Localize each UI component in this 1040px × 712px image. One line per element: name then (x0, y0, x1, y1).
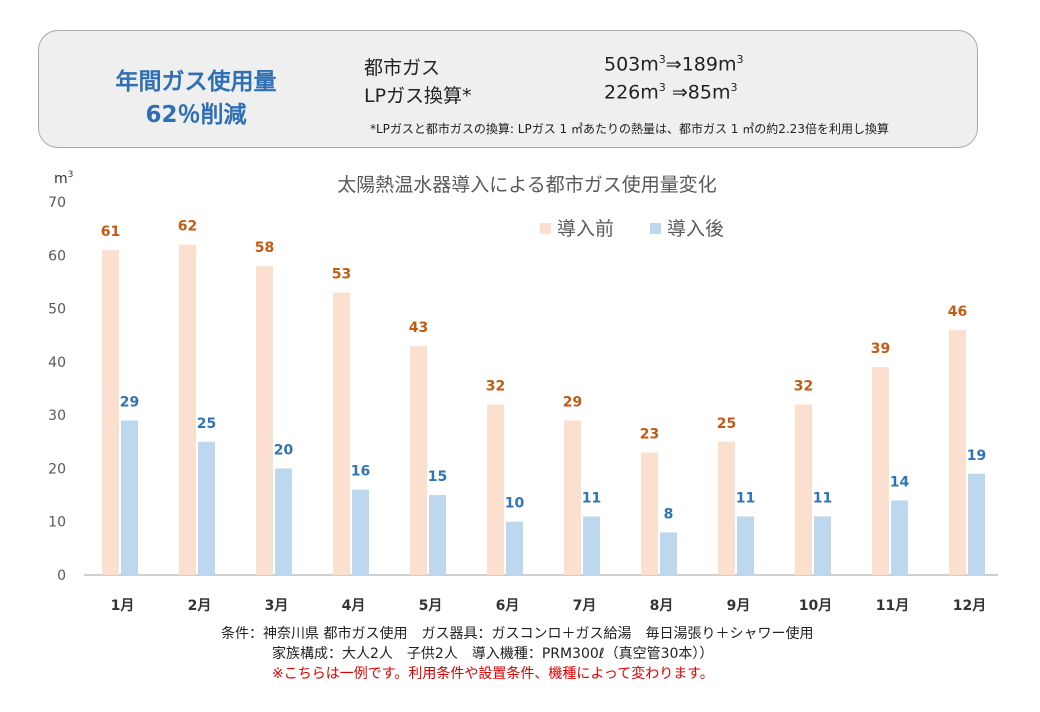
bar-after-label: 19 (967, 448, 986, 464)
y-tick-label: 30 (48, 408, 66, 424)
bar-after (968, 473, 985, 575)
bar-before (487, 404, 504, 575)
bar-before-label: 39 (871, 341, 890, 357)
bar-after (583, 516, 600, 575)
lp-gas-label: LPガス換算* (364, 85, 472, 107)
bars: 61 29 62 25 58 20 53 16 43 15 32 10 29 11 23 8 25 11 32 11 3… (101, 219, 986, 575)
legend-label: 導入後 (667, 218, 724, 240)
bar-after-label: 11 (582, 490, 601, 506)
bar-after-label: 11 (813, 490, 832, 506)
bar-before (333, 292, 350, 575)
y-tick-label: 20 (48, 461, 66, 477)
bar-before-label: 23 (640, 426, 659, 442)
bar-before (641, 452, 658, 575)
city-gas-label: 都市ガス (364, 57, 441, 79)
headline-line2: 62％削減 (145, 102, 247, 128)
bar-before-label: 29 (563, 394, 582, 410)
bar-before (718, 441, 735, 575)
bar-before-label: 32 (486, 378, 505, 394)
y-axis-unit: m3 (54, 170, 73, 187)
y-axis: 0 10 20 30 40 50 60 70 (48, 195, 66, 584)
bar-after-label: 25 (197, 416, 216, 432)
x-tick-label: 6月 (496, 598, 520, 614)
x-tick-label: 9月 (727, 598, 751, 614)
bar-after-label: 10 (505, 496, 525, 512)
bar-after (275, 468, 292, 575)
bar-before (256, 265, 273, 575)
x-tick-label: 2月 (188, 598, 212, 614)
x-tick-label: 10月 (799, 598, 832, 614)
bar-after-label: 15 (428, 469, 447, 485)
bar-after (121, 420, 138, 575)
bar-before-label: 25 (717, 416, 736, 432)
bar-after (506, 521, 523, 575)
bar-after-label: 20 (274, 442, 294, 458)
x-axis: 1月 2月 3月 4月 5月 6月 7月 8月 9月 10月 11月 12月 (111, 598, 987, 614)
bar-before-label: 46 (948, 304, 967, 320)
x-tick-label: 12月 (953, 598, 986, 614)
y-tick-label: 70 (48, 195, 66, 211)
bar-after (814, 516, 831, 575)
bar-before (410, 345, 427, 575)
y-tick-label: 40 (48, 355, 66, 371)
y-tick-label: 10 (48, 515, 66, 531)
bar-after (660, 532, 677, 575)
bar-before (102, 249, 119, 575)
bar-after-label: 16 (351, 464, 370, 480)
bar-after-label: 8 (664, 506, 674, 522)
x-tick-label: 11月 (876, 598, 909, 614)
summary-box (38, 30, 978, 148)
bar-before (949, 329, 966, 575)
bar-after (891, 500, 908, 575)
city-gas-value: 503m3⇒189m3 (604, 53, 744, 76)
legend-swatch (650, 223, 661, 234)
bar-after-label: 11 (736, 490, 755, 506)
y-tick-label: 0 (57, 568, 66, 584)
bar-after (352, 489, 369, 575)
x-tick-label: 8月 (650, 598, 674, 614)
conditions-line2: 家族構成：大人2人 子供2人 導入機種：PRM300ℓ（真空管30本）） (272, 646, 714, 662)
y-tick-label: 60 (48, 248, 66, 264)
headline-line1: 年間ガス使用量 (115, 69, 277, 95)
bar-before (872, 367, 889, 575)
bar-before-label: 32 (794, 378, 813, 394)
conditions-line1: 条件：神奈川県 都市ガス使用 ガス器具：ガスコンロ＋ガス給湯 毎日湯張り＋シャワ… (221, 626, 814, 642)
legend-label: 導入前 (557, 218, 614, 240)
bar-before-label: 53 (332, 267, 351, 283)
bar-before (795, 404, 812, 575)
lp-gas-value: 226m3 ⇒85m3 (604, 81, 738, 104)
bar-after (737, 516, 754, 575)
x-tick-label: 7月 (573, 598, 597, 614)
bar-after-label: 29 (120, 394, 139, 410)
conversion-footnote: *LPガスと都市ガスの換算: LPガス 1 ㎥あたりの熱量は、都市ガス 1 ㎥の… (370, 122, 889, 136)
bar-before (564, 420, 581, 575)
x-tick-label: 3月 (265, 598, 289, 614)
bar-before-label: 43 (409, 320, 428, 336)
legend: 導入前 導入後 (540, 218, 724, 240)
bar-before-label: 58 (255, 240, 274, 256)
bar-after-label: 14 (890, 474, 910, 490)
bar-after (429, 495, 446, 575)
chart-title: 太陽熱温水器導入による都市ガス使用量変化 (337, 174, 716, 196)
x-tick-label: 4月 (342, 598, 366, 614)
x-tick-label: 1月 (111, 598, 135, 614)
legend-swatch (540, 223, 551, 234)
bar-before-label: 61 (101, 224, 120, 240)
bar-before (179, 244, 196, 575)
bar-before-label: 62 (178, 219, 197, 235)
x-tick-label: 5月 (419, 598, 443, 614)
conditions-note: ※こちらは一例です。利用条件や設置条件、機種によって変わります。 (272, 666, 714, 682)
bar-after (198, 441, 215, 575)
y-tick-label: 50 (48, 302, 66, 318)
